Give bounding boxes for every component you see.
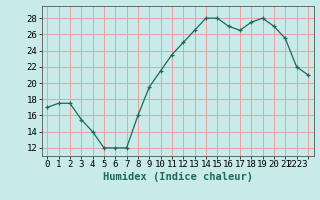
X-axis label: Humidex (Indice chaleur): Humidex (Indice chaleur) — [103, 172, 252, 182]
